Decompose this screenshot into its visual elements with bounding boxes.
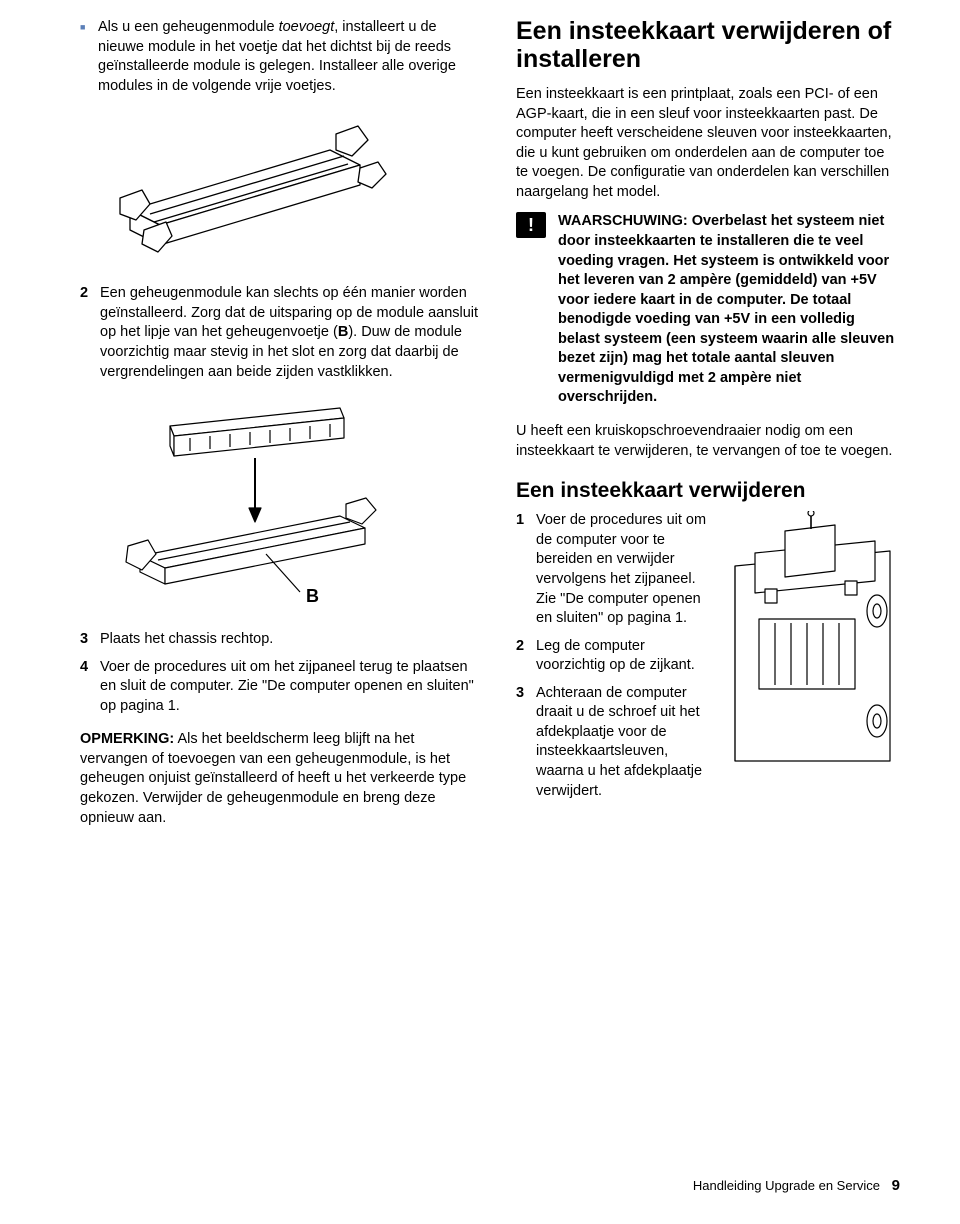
footer-page-number: 9 [892,1177,900,1194]
remove-step-1: 1 Voer de procedures uit om de computer … [516,511,713,628]
warning-text: WAARSCHUWING: Overbelast het systeem nie… [558,212,900,408]
heading-remove-card: Een insteekkaart verwijderen [516,479,900,503]
footer: Handleiding Upgrade en Service 9 [693,1176,900,1196]
warning-box: ! WAARSCHUWING: Overbelast het systeem n… [516,212,900,408]
step-number: 2 [80,284,88,304]
step-number: 3 [516,684,524,704]
diagram-memory-insert: B [80,396,480,616]
step-number: 4 [80,658,88,678]
step-number: 1 [516,511,524,531]
footer-title: Handleiding Upgrade en Service [693,1178,880,1193]
step-4-close: 4 Voer de procedures uit om het zijpanee… [80,658,480,717]
remove-step-3-text: Achteraan de computer draait u de schroe… [536,685,702,799]
label-b: B [306,586,319,606]
step-3-upright: 3 Plaats het chassis rechtop. [80,630,480,650]
step-2-bold-b: B [338,324,348,340]
step-2-install: 2 Een geheugenmodule kan slechts op één … [80,284,480,382]
diagram-memory-socket [80,110,480,270]
remove-step-2: 2 Leg de computer voorzichtig op de zijk… [516,637,713,676]
step-3-text: Plaats het chassis rechtop. [100,631,273,647]
remove-step-1-text: Voer de procedures uit om de computer vo… [536,512,706,626]
bullet-add-module: Als u een geheugenmodule toevoegt, insta… [80,18,480,96]
note-label: OPMERKING: [80,731,174,747]
tool-paragraph: U heeft een kruiskopschroevendraaier nod… [516,422,900,461]
step-number: 2 [516,637,524,657]
step-number: 3 [80,630,88,650]
note-paragraph: OPMERKING: Als het beeldscherm leeg blij… [80,730,480,828]
bullet-text-em: toevoegt [279,19,335,35]
bullet-text-a: Als u een geheugenmodule [98,19,279,35]
heading-install-card: Een insteekkaart verwijderen of installe… [516,18,900,73]
step-4-text: Voer de procedures uit om het zijpaneel … [100,659,474,714]
diagram-card-slots [725,511,900,778]
intro-paragraph: Een insteekkaart is een printplaat, zoal… [516,85,900,202]
warning-icon: ! [516,212,546,238]
remove-step-3: 3 Achteraan de computer draait u de schr… [516,684,713,801]
remove-step-2-text: Leg de computer voorzichtig op de zijkan… [536,638,695,674]
